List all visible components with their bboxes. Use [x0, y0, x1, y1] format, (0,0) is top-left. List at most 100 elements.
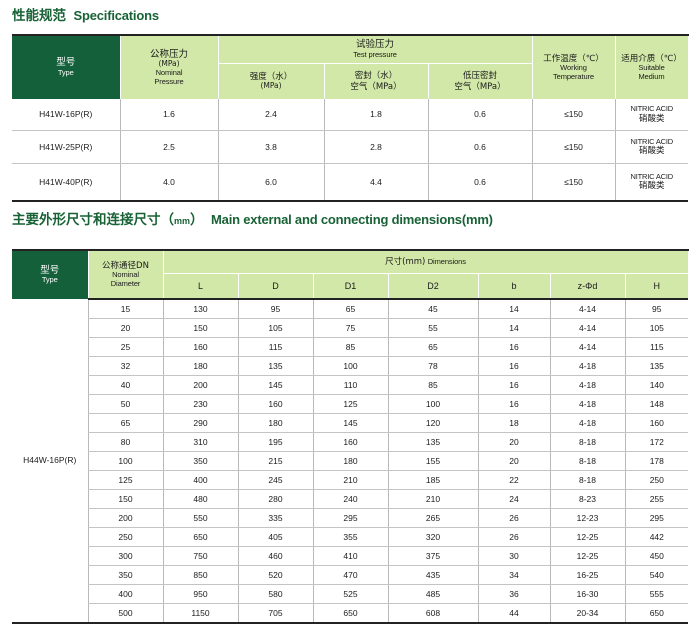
cell-D2: 435	[387, 565, 478, 585]
header-col-D2: D2	[387, 273, 478, 299]
cell-medium-cn: 硝酸类	[638, 113, 665, 124]
title-specifications-en: Specifications	[73, 8, 160, 23]
header-strength-water-cn2: (MPa)	[260, 81, 282, 91]
cell-dn: 15	[87, 298, 163, 319]
table-row: 350 850 520 470 435 34 16-25 540	[12, 565, 689, 585]
table-subheader-row: L D D1 D2 b z-Φd H	[12, 273, 689, 299]
cell-D2: 320	[387, 527, 478, 547]
table-subheader-row: 强度（水） (MPa) 密封（水） 空气（MPa） 低压密封 空气（MPa）	[12, 63, 688, 99]
cell-H: 450	[624, 546, 689, 566]
cell-zd: 4-18	[549, 375, 625, 395]
cell-dn: 100	[87, 451, 163, 471]
cell-working-temperature: ≤150	[531, 99, 615, 131]
cell-zd: 4-18	[549, 394, 625, 414]
cell-dn: 350	[87, 565, 163, 585]
table-row: 80 310 195 160 135 20 8-18 172	[12, 432, 689, 452]
header-dimensions-group-label: 尺寸(mm) Dimensions	[385, 256, 466, 267]
header-nominal-pressure-cn: 公称压力	[149, 48, 188, 60]
cell-b: 26	[477, 508, 550, 528]
cell-b: 20	[477, 432, 550, 452]
cell-D2: 375	[387, 546, 478, 566]
cell-b: 16	[477, 375, 550, 395]
table-row: 32 180 135 100 78 16 4-18 135	[12, 356, 689, 376]
header-type: 型号 Type	[12, 35, 120, 99]
cell-b: 18	[477, 413, 550, 433]
cell-D1: 125	[312, 394, 388, 414]
cell-H: 255	[624, 489, 689, 509]
cell-L: 850	[162, 565, 238, 585]
cell-D: 405	[237, 527, 313, 547]
table-row: 40 200 145 110 85 16 4-18 140	[12, 375, 689, 395]
specifications-table-head: 型号 Type 公称压力 (MPa) Nominal Pressure 试验压力…	[12, 35, 689, 99]
cell-D1: 295	[312, 508, 388, 528]
header-nominal-pressure-en1: Nominal	[155, 67, 183, 77]
cell-D2: 608	[387, 603, 478, 623]
specifications-table-body: H41W-16P(R) 1.6 2.4 1.8 0.6 ≤150 NITRIC …	[12, 99, 688, 201]
cell-dn: 40	[87, 375, 163, 395]
cell-dn: 150	[87, 489, 163, 509]
cell-D1: 75	[312, 318, 388, 338]
table-row: 200 550 335 295 265 26 12-23 295	[12, 508, 689, 528]
header-working-temperature: 工作温度（℃） Working Temperature	[531, 35, 616, 99]
cell-D1: 100	[312, 356, 388, 376]
cell-D2: 135	[387, 432, 478, 452]
cell-L: 310	[162, 432, 238, 452]
cell-L: 650	[162, 527, 238, 547]
cell-D1: 410	[312, 546, 388, 566]
cell-low-seal: 0.6	[427, 163, 532, 201]
cell-L: 480	[162, 489, 238, 509]
cell-type: H41W-25P(R)	[12, 130, 120, 164]
cell-dn: 32	[87, 356, 163, 376]
cell-zd: 4-14	[549, 337, 625, 357]
cell-L: 200	[162, 375, 238, 395]
cell-L: 150	[162, 318, 238, 338]
table-row: H41W-25P(R) 2.5 3.8 2.8 0.6 ≤150 NITRIC …	[12, 130, 688, 164]
cell-dn: 20	[87, 318, 163, 338]
cell-H: 148	[624, 394, 689, 414]
header-type-cn: 型号	[56, 57, 76, 69]
cell-L: 950	[162, 584, 238, 604]
cell-D: 705	[237, 603, 313, 623]
table-row: 65 290 180 145 120 18 4-18 160	[12, 413, 689, 433]
dimensions-table-body: H44W-16P(R) 15 130 95 65 45 14 4-14 95 2…	[12, 298, 689, 623]
cell-low-seal: 0.6	[427, 130, 532, 164]
cell-b: 22	[477, 470, 550, 490]
cell-dn: 300	[87, 546, 163, 566]
cell-D2: 45	[387, 298, 478, 319]
table-row: 100 350 215 180 155 20 8-18 178	[12, 451, 689, 471]
cell-D2: 120	[387, 413, 478, 433]
header-nominal-pressure: 公称压力 (MPa) Nominal Pressure	[119, 35, 219, 99]
cell-zd: 16-25	[549, 565, 625, 585]
cell-working-temperature: ≤150	[531, 163, 615, 201]
header-test-pressure-cn: 试验压力	[355, 39, 394, 51]
cell-seal: 1.8	[323, 99, 428, 131]
cell-medium-cn: 硝酸类	[638, 146, 665, 157]
cell-strength: 6.0	[217, 163, 324, 201]
table-row: 25 160 115 85 65 16 4-14 115	[12, 337, 689, 357]
header-col-H: H	[624, 273, 689, 299]
cell-H: 555	[624, 584, 689, 604]
cell-b: 14	[477, 318, 550, 338]
header-type-cn: 型号	[40, 264, 60, 276]
cell-D1: 355	[312, 527, 388, 547]
dimensions-table: 型号 Type 公称通径DN Nominal Diameter 尺寸(mm) D…	[12, 249, 689, 624]
cell-seal: 2.8	[323, 130, 428, 164]
header-seal-water: 密封（水） 空气（MPa）	[323, 63, 428, 99]
title-dimensions-cn-b: ）	[190, 212, 204, 228]
cell-D: 580	[237, 584, 313, 604]
cell-D1: 525	[312, 584, 388, 604]
cell-H: 140	[624, 375, 689, 395]
table-row: 500 1150 705 650 608 44 20-34 650	[12, 603, 689, 623]
cell-D2: 265	[387, 508, 478, 528]
table-row: 125 400 245 210 185 22 8-18 250	[12, 470, 689, 490]
header-strength-water-cn1: 强度（水）	[249, 72, 293, 83]
cell-zd: 12-23	[549, 508, 625, 528]
cell-nominal-pressure: 2.5	[119, 130, 218, 164]
table-row: 250 650 405 355 320 26 12-25 442	[12, 527, 689, 547]
cell-D2: 210	[387, 489, 478, 509]
dimensions-table-head: 型号 Type 公称通径DN Nominal Diameter 尺寸(mm) D…	[12, 250, 689, 299]
cell-b: 16	[477, 356, 550, 376]
table-header-row-group: 型号 Type 公称通径DN Nominal Diameter 尺寸(mm) D…	[12, 250, 689, 299]
header-suitable-medium-en1: Suitable	[638, 62, 665, 72]
